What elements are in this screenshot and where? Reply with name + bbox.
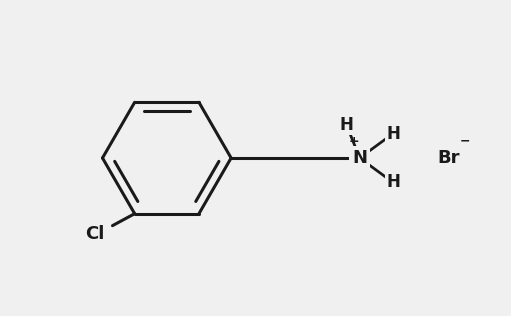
Text: +: + [349,135,360,148]
Text: H: H [386,173,400,191]
Text: −: − [460,135,471,148]
Text: H: H [339,116,353,134]
Text: Cl: Cl [85,225,104,243]
Text: N: N [352,149,367,167]
Text: Br: Br [437,149,460,167]
Text: H: H [386,125,400,143]
